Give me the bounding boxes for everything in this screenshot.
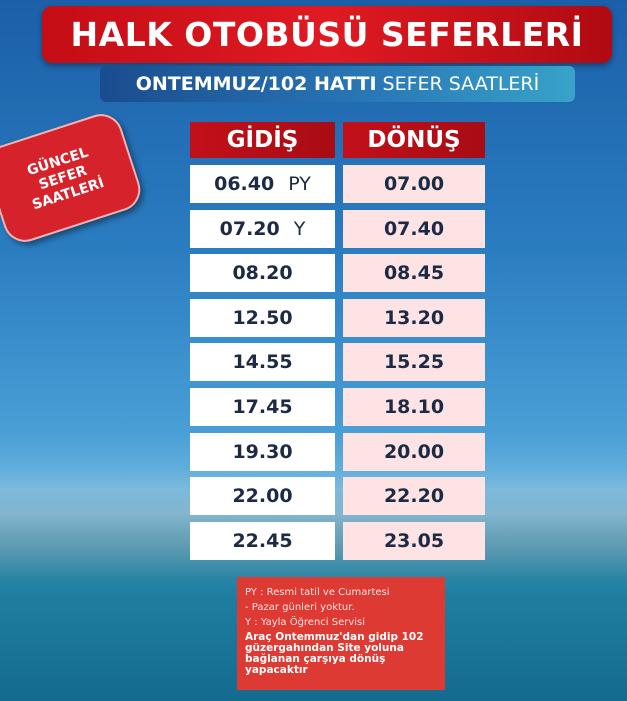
header-gidis: GİDİŞ [190, 122, 335, 158]
donus-time: 15.25 [343, 343, 485, 382]
gidis-time: 07.20 Y [190, 209, 335, 248]
time-text: 08.20 [232, 262, 293, 285]
time-text: 12.50 [232, 306, 293, 329]
donus-time: 20.00 [343, 432, 485, 471]
donus-time: 07.00 [343, 165, 485, 203]
notes-box: PY : Resmi tatil ve Cumartesi - Pazar gü… [237, 577, 445, 690]
gidis-time: 22.00 [190, 477, 335, 516]
time-text: 07.20 [219, 217, 280, 240]
subtitle-line: ONTEMMUZ/102 HATTI [135, 73, 377, 95]
note-line: Y : Yayla Öğrenci Servisi [245, 617, 366, 628]
subtitle: ONTEMMUZ/102 HATTI SEFER SAATLERİ [100, 66, 575, 102]
donus-time: 18.10 [343, 388, 485, 426]
gidis-time: 14.55 [190, 343, 335, 382]
note-line: - Pazar günleri yoktur. [245, 602, 355, 613]
note-line: PY : Resmi tatil ve Cumartesi [245, 587, 390, 598]
page-title: HALK OTOBÜSÜ SEFERLERİ [42, 6, 612, 63]
time-text: 14.55 [232, 351, 293, 374]
donus-time: 07.40 [343, 209, 485, 248]
donus-time: 22.20 [343, 477, 485, 516]
time-tag: Y [293, 217, 306, 240]
gidis-time: 08.20 [190, 254, 335, 293]
gidis-time: 12.50 [190, 298, 335, 337]
donus-time: 08.45 [343, 254, 485, 293]
gidis-time: 06.40 PY [190, 165, 335, 203]
time-text: 22.45 [232, 529, 293, 552]
gidis-time: 22.45 [190, 521, 335, 560]
time-text: 06.40 [214, 173, 275, 195]
donus-time: 23.05 [343, 521, 485, 560]
time-text: 22.00 [232, 485, 293, 508]
donus-time: 13.20 [343, 298, 485, 337]
updated-sticker: GÜNCEL SEFER SAATLERİ [0, 108, 146, 248]
gidis-time: 19.30 [190, 432, 335, 471]
time-text: 17.45 [232, 396, 293, 418]
time-text: 19.30 [232, 440, 293, 463]
subtitle-suffix: SEFER SAATLERİ [382, 73, 540, 95]
header-donus: DÖNÜŞ [343, 122, 485, 158]
note-bold: Araç Ontemmuz'dan gidip 102 güzergahında… [245, 631, 424, 676]
time-tag: PY [288, 173, 311, 195]
gidis-time: 17.45 [190, 388, 335, 426]
